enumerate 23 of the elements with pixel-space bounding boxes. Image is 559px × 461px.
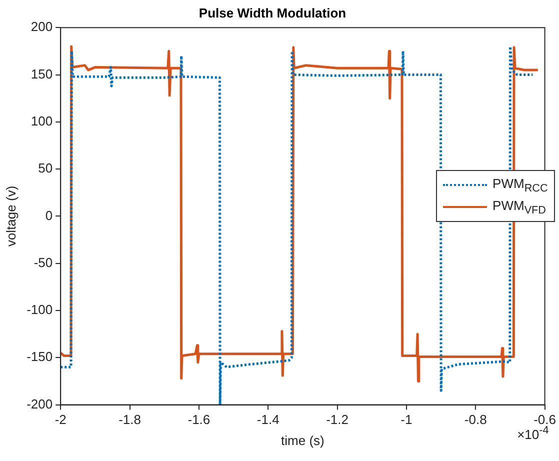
y-tick-label: 50	[38, 160, 53, 176]
y-tick-label: -50	[34, 254, 53, 270]
x-tick-label: -1.8	[118, 412, 141, 428]
x-tick-label: -1	[400, 412, 412, 428]
x-axis-title: time (s)	[281, 432, 324, 448]
y-tick-label: -100	[26, 302, 53, 318]
y-tick-label: -150	[26, 349, 53, 364]
legend-label: PWM$_{RCC}$	[492, 176, 548, 194]
y-tick-label: 100	[30, 113, 53, 128]
y-axis-title: voltage (v)	[3, 186, 18, 247]
text: ×10$^{-4}$	[517, 424, 549, 442]
x-tick-label: -1.2	[326, 412, 348, 428]
legend-label: PWM$_{VFD}$	[492, 198, 546, 216]
chart-title: Pulse Width Modulation	[198, 5, 346, 20]
x-tick-label: -1.4	[256, 412, 280, 428]
y-tick-label: 150	[30, 66, 53, 82]
y-tick-label: -200	[26, 396, 53, 412]
y-tick-label: 200	[30, 19, 53, 34]
x-tick-label: -0.6	[534, 412, 556, 428]
x-tick-label: -1.6	[188, 412, 210, 428]
y-tick-label: 0	[45, 208, 53, 223]
x-tick-label: -2	[54, 412, 66, 428]
x-tick-label: -0.8	[464, 412, 487, 428]
